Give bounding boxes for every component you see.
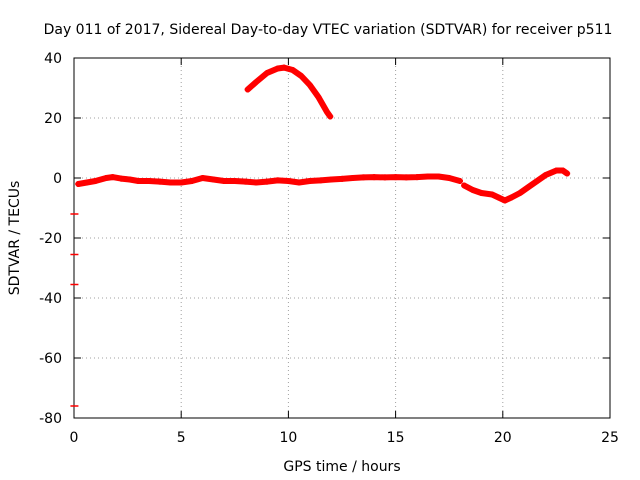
data-point [495,194,502,201]
data-point [75,181,82,187]
data-point [381,174,388,181]
data-point [103,175,110,181]
data-point [135,178,142,184]
data-point [221,178,228,184]
data-point [553,167,560,174]
y-tick-label: 0 [53,171,62,187]
data-point [360,174,367,181]
data-point [231,178,238,184]
data-point [242,178,249,185]
data-point [446,175,453,181]
data-point [456,178,463,184]
data-point [371,174,378,181]
data-point [414,174,421,181]
data-point [167,179,174,186]
data-point [516,190,523,196]
data-point [564,170,571,177]
data-point [83,179,90,186]
data-point [289,67,296,73]
series-line [461,167,571,204]
data-point [478,190,485,196]
data-point [435,173,442,180]
data-point [508,194,515,201]
y-tick-label: -40 [39,291,62,307]
data-point [317,177,324,184]
series-line [244,64,334,120]
y-axis-label: SDTVAR / TECUs [7,181,23,296]
grid-layer [74,58,610,418]
series-layer [70,64,571,407]
data-point [92,178,99,184]
data-point [296,179,303,186]
data-point [323,109,330,115]
data-point [285,178,292,184]
data-point [263,70,270,76]
data-point [469,187,476,193]
x-tick-label: 10 [279,430,297,446]
data-point [525,184,532,190]
y-tick-label: -20 [39,231,62,247]
y-tick-label: 40 [44,51,62,67]
data-point [306,178,313,184]
tick-layer: 0 5 10 15 20 25 -80 -60 -40 -20 0 20 40 [39,51,619,446]
data-point [339,175,345,182]
data-point [327,113,334,120]
x-tick-label: 25 [601,430,619,446]
data-point [178,179,185,186]
data-point [461,182,468,189]
data-point [403,174,410,181]
data-point [109,174,116,181]
data-point [126,176,133,183]
chart-title: Day 011 of 2017, Sidereal Day-to-day VTE… [44,22,613,38]
data-point [534,178,541,184]
x-tick-label: 20 [494,430,512,446]
data-point [210,176,217,183]
data-point [489,191,496,198]
data-point [263,178,270,185]
data-point [253,79,260,85]
data-point [315,94,322,100]
data-point [244,86,251,93]
data-point [118,175,125,182]
y-tick-label: -60 [39,351,62,367]
y-tick-label: 20 [44,111,62,127]
x-axis-label: GPS time / hours [283,459,400,475]
data-point [306,82,313,88]
data-point [146,178,153,184]
data-point [199,175,206,181]
data-point [253,179,260,186]
data-point [298,73,305,79]
data-point [281,64,288,71]
data-point [501,197,508,204]
data-point [274,177,281,184]
data-point [559,167,566,174]
data-point [328,176,335,183]
data-point [392,174,399,181]
x-tick-label: 15 [387,430,405,446]
x-tick-label: 0 [70,430,79,446]
data-point [349,175,356,181]
data-point [156,178,163,185]
data-point [188,178,195,184]
data-point [274,65,281,72]
x-tick-label: 5 [177,430,186,446]
data-point [542,172,549,178]
y-tick-label: -80 [39,411,62,427]
data-point [424,173,431,180]
